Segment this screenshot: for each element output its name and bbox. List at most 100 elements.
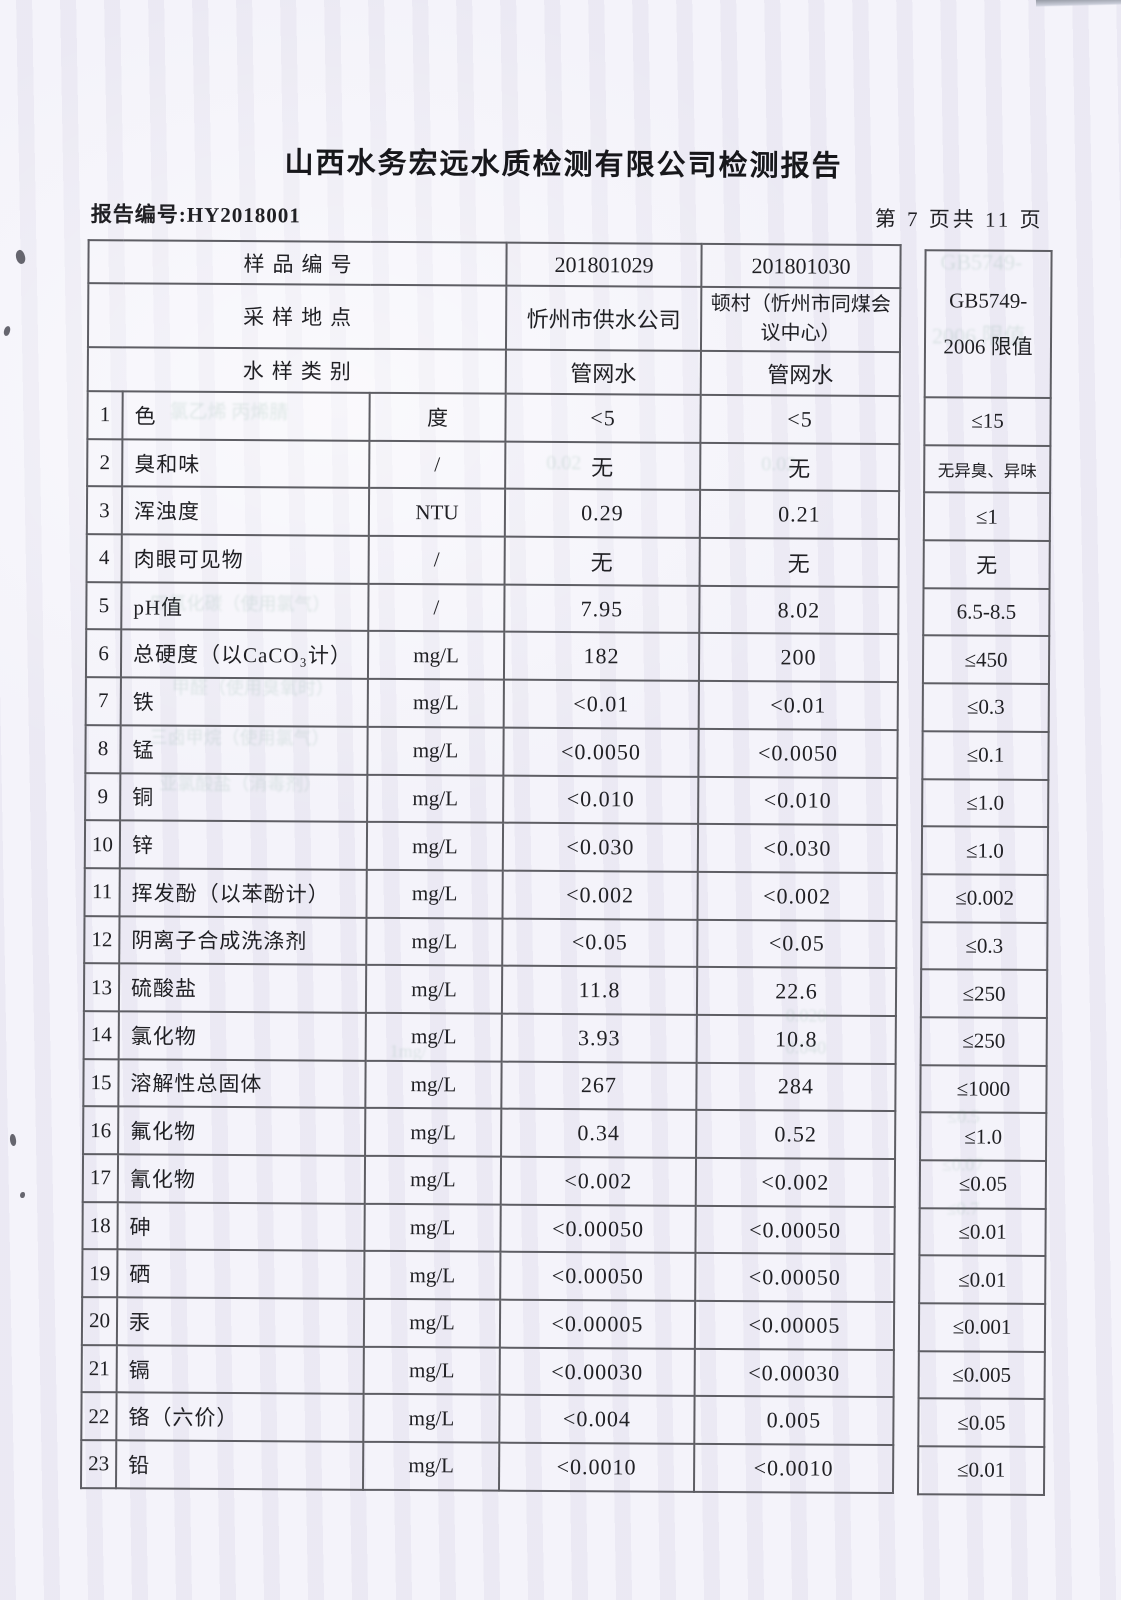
- param-name: 铅: [116, 1440, 364, 1490]
- sample1-value: <0.00050: [500, 1204, 696, 1254]
- param-name: pH值: [121, 582, 369, 632]
- limit-row: ≤1000: [920, 1064, 1047, 1114]
- limit-value: ≤450: [922, 635, 1050, 685]
- header-row-sample-id: 样品编号 201801029 201801030: [88, 240, 901, 289]
- sample2-value: 0.21: [699, 490, 900, 540]
- limit-row: ≤250: [920, 969, 1048, 1018]
- row-no: 21: [81, 1344, 117, 1393]
- header-row-type: 水样类别 管网水 管网水: [87, 347, 900, 397]
- sample-id-2: 201801030: [701, 243, 901, 289]
- param-name: 锰: [120, 725, 368, 775]
- sample2-value: 8.02: [699, 585, 899, 635]
- limit-value: ≤1.0: [922, 778, 1049, 828]
- param-name: 砷: [117, 1201, 365, 1252]
- sample1-value: <0.00005: [499, 1299, 696, 1349]
- param-unit: mg/L: [365, 1108, 502, 1157]
- limit-header-row: GB5749- 2006 限值: [924, 250, 1052, 398]
- table-row: 20 汞 mg/L <0.00005 <0.00005: [81, 1297, 895, 1350]
- limit-row: ≤15: [924, 397, 1051, 446]
- sample2-value: 10.8: [696, 1014, 896, 1064]
- scan-speck: [20, 1192, 25, 1198]
- sample2-value: <0.05: [697, 919, 897, 969]
- sample1-value: 267: [501, 1061, 697, 1111]
- row-no: 22: [81, 1392, 117, 1441]
- param-unit: NTU: [368, 488, 506, 537]
- sample2-value: <0.010: [698, 776, 898, 826]
- bleed-through-layer: GB5749- 2006 限值 氯乙烯 丙烯腈 0.02 0.02 四氯化碳（使用氯气）甲…: [4, 0, 1121, 1218]
- table-row: 11 挥发酚（以苯酚计） mg/L <0.002 <0.002: [84, 867, 897, 921]
- param-name: 铜: [120, 772, 368, 823]
- sample1-value: <0.00030: [499, 1347, 695, 1397]
- limit-value: ≤0.01: [919, 1255, 1046, 1305]
- param-name: 铬（六价）: [116, 1392, 364, 1442]
- limit-column-table: GB5749- 2006 限值 ≤15 无异臭、异味 ≤1 无 6.5-8.5 ≤450 ≤…: [916, 249, 1053, 1496]
- sample1-value: <0.05: [502, 918, 698, 968]
- row-no: 12: [84, 915, 120, 964]
- param-name: 溶解性总固体: [118, 1058, 366, 1109]
- sample2-value: 0.52: [696, 1110, 896, 1160]
- limit-row: ≤0.001: [918, 1303, 1046, 1352]
- limit-value: 6.5-8.5: [923, 587, 1050, 637]
- table-row: 18 砷 mg/L <0.00050 <0.00050: [82, 1201, 895, 1255]
- table-row: 23 铅 mg/L <0.0010 <0.0010: [81, 1440, 894, 1493]
- table-row: 14 氯化物 mg/L 3.93 10.8: [83, 1011, 896, 1064]
- limit-row: ≤0.05: [919, 1160, 1047, 1209]
- sample2-value: <0.0010: [693, 1443, 894, 1493]
- limit-value: 无: [923, 540, 1050, 589]
- sample2-value: <5: [700, 394, 900, 444]
- param-unit: 度: [369, 392, 506, 442]
- limit-value: ≤0.1: [922, 731, 1049, 780]
- sample2-value: 200: [698, 633, 899, 683]
- table-row: 19 硒 mg/L <0.00050 <0.00050: [82, 1249, 895, 1303]
- limit-value: ≤1.0: [921, 826, 1049, 875]
- param-name: 氟化物: [118, 1106, 366, 1156]
- sample-id-label: 样品编号: [88, 240, 507, 286]
- row-no: 23: [81, 1440, 117, 1489]
- results-table: 样品编号 201801029 201801030 采样地点 忻州市供水公司 顿村…: [80, 239, 902, 1494]
- param-name: 阴离子合成洗涤剂: [119, 915, 367, 966]
- limit-row: 无: [923, 540, 1050, 589]
- row-no: 19: [82, 1249, 118, 1298]
- sample1-value: <0.004: [499, 1395, 695, 1444]
- param-unit: /: [368, 535, 505, 585]
- limit-value: 无异臭、异味: [924, 444, 1051, 494]
- sample-id-1: 201801029: [506, 242, 702, 287]
- sample1-value: 3.93: [501, 1013, 697, 1063]
- limit-row: ≤1.0: [921, 826, 1049, 875]
- param-unit: mg/L: [367, 631, 505, 680]
- limit-value: ≤0.01: [919, 1207, 1046, 1257]
- limit-value: ≤0.05: [919, 1160, 1047, 1209]
- sample1-value: 无: [505, 441, 701, 491]
- table-row: 5 pH值/7.95 8.02: [86, 581, 899, 635]
- sample1-value: <0.0050: [503, 727, 699, 777]
- sample2-value: 无: [700, 442, 900, 492]
- param-name: 色: [122, 391, 370, 441]
- row-no: 3: [86, 486, 123, 535]
- param-name: 硫酸盐: [118, 963, 367, 1013]
- sample2-value: <0.00050: [695, 1253, 895, 1303]
- param-unit: mg/L: [366, 869, 503, 919]
- sample2-value: 22.6: [696, 967, 897, 1016]
- limit-row: ≤1.0: [922, 778, 1049, 828]
- limit-value: ≤0.3: [922, 683, 1049, 732]
- param-name: 挥发酚（以苯酚计）: [119, 868, 367, 918]
- table-row: 6 总硬度（以CaCO₃计） mg/L 182 200: [85, 629, 899, 683]
- param-unit: mg/L: [367, 726, 504, 776]
- param-name: 肉眼可见物: [121, 534, 369, 584]
- table-row: 3 浑浊度 NTU 0.29 0.21: [86, 486, 900, 540]
- water-type-2: 管网水: [700, 350, 900, 397]
- table-row: 10 锌 mg/L <0.030 <0.030: [84, 820, 898, 873]
- sample1-value: <0.01: [503, 679, 699, 729]
- row-no: 8: [85, 724, 121, 773]
- limit-value: ≤0.005: [918, 1350, 1045, 1400]
- sample1-value: <0.002: [500, 1156, 697, 1206]
- row-no: 6: [85, 629, 122, 678]
- param-name: 铁: [120, 677, 368, 727]
- param-name: 臭和味: [122, 439, 370, 489]
- sample1-value: <0.00050: [500, 1252, 696, 1301]
- row-no: 20: [81, 1297, 118, 1346]
- sample2-value: <0.00030: [694, 1348, 894, 1398]
- limit-row: ≤1.0: [920, 1112, 1047, 1161]
- row-no: 14: [83, 1011, 119, 1059]
